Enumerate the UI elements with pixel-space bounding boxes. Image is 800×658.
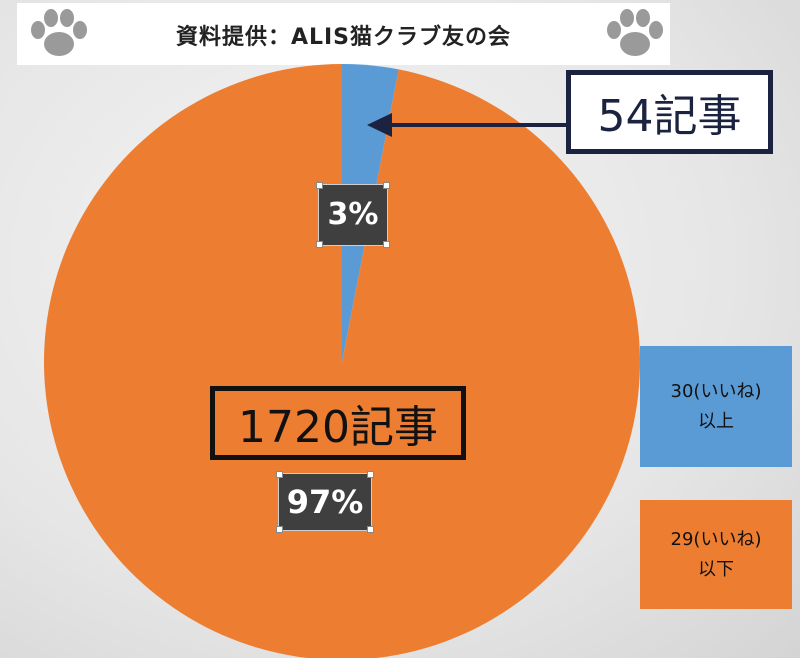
pie-slice-orange	[44, 64, 640, 658]
legend-label-line1: 30(いいね)	[670, 380, 762, 402]
legend-label-line1: 29(いいね)	[670, 528, 762, 550]
legend-item-blue: 30(いいね) 以上	[640, 346, 792, 467]
legend-label-line2: 以上	[698, 410, 734, 432]
blue-count-annotation: 54記事	[566, 70, 773, 154]
legend-label-line2: 以下	[698, 558, 734, 580]
paw-icon-right	[607, 9, 663, 56]
paw-icon-left	[31, 9, 87, 56]
orange-percent-text: 97%	[286, 483, 364, 521]
legend-item-orange: 29(いいね) 以下	[640, 500, 792, 609]
orange-count-annotation: 1720記事	[210, 386, 466, 460]
title-bar: 資料提供：ALIS猫クラブ友の会	[17, 3, 670, 65]
arrow-annotation	[367, 113, 566, 137]
blue-percent-label: 3%	[316, 182, 390, 248]
blue-percent-text: 3%	[327, 197, 379, 232]
orange-percent-label: 97%	[276, 471, 374, 533]
chart-title: 資料提供：ALIS猫クラブ友の会	[175, 25, 512, 50]
